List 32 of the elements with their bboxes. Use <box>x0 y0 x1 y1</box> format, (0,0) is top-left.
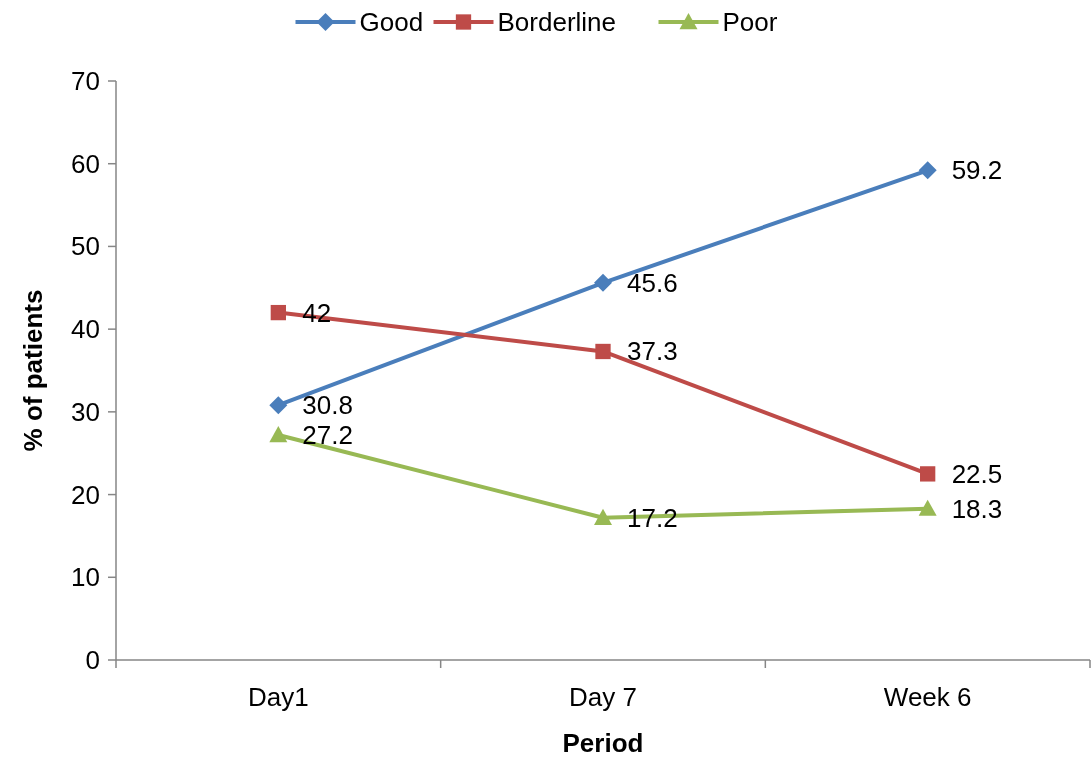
legend-label: Borderline <box>497 7 617 37</box>
x-tick-label: Day 7 <box>569 682 637 712</box>
data-label: 37.3 <box>627 336 678 367</box>
y-tick-label: 40 <box>71 314 100 345</box>
y-tick-label: 60 <box>71 148 100 179</box>
point <box>595 343 611 360</box>
x-axis-title: Period <box>562 728 644 758</box>
point <box>270 304 286 321</box>
legend-label: Poor <box>722 7 778 37</box>
y-axis-title: % of patients <box>18 289 48 452</box>
y-tick-label: 0 <box>85 645 100 675</box>
y-tick-label: 70 <box>71 66 100 96</box>
y-tick-label: 10 <box>71 562 100 593</box>
x-tick-label: Week 6 <box>883 682 972 712</box>
x-tick-label: Day1 <box>247 682 309 712</box>
point <box>920 466 936 482</box>
y-tick-label: 20 <box>71 479 100 510</box>
point <box>269 396 288 415</box>
point <box>918 161 937 180</box>
data-label: 45.6 <box>627 267 678 298</box>
y-tick-label: 30 <box>71 396 100 427</box>
point <box>594 508 612 525</box>
point <box>594 273 612 292</box>
data-label: 22.5 <box>951 458 1003 489</box>
data-label: 30.8 <box>302 390 353 421</box>
point <box>269 426 288 443</box>
legend-label: Good <box>359 7 424 37</box>
data-label: 18.3 <box>951 493 1003 524</box>
point <box>918 499 937 516</box>
data-label: 59.2 <box>951 155 1003 186</box>
y-tick-label: 50 <box>71 231 100 262</box>
data-label: 27.2 <box>302 420 353 451</box>
